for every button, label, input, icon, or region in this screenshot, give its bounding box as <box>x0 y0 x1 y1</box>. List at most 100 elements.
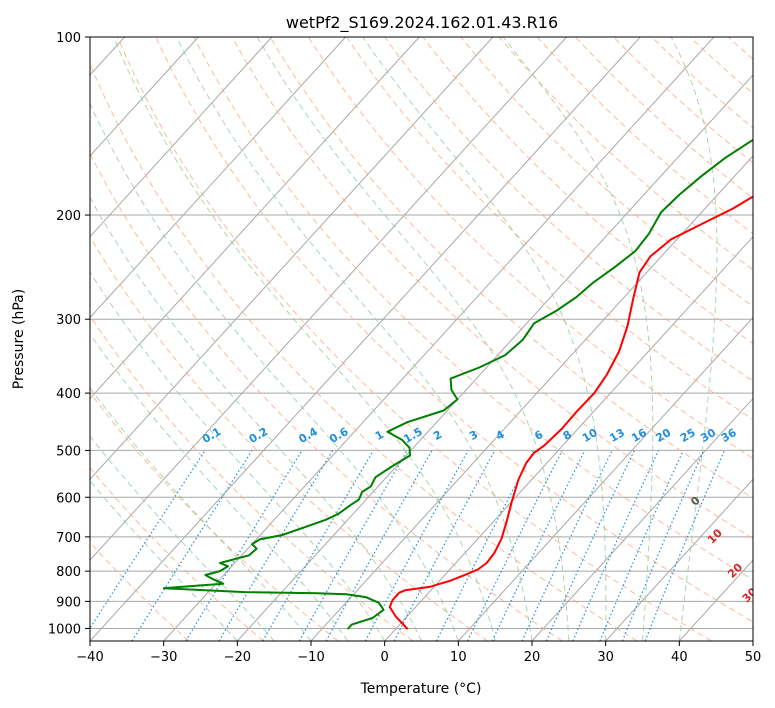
dry-adiabat-line <box>422 37 753 345</box>
dry-adiabat-line <box>90 62 638 641</box>
isotherm-line <box>752 640 753 641</box>
mixing-ratio-line <box>218 450 334 641</box>
moist-adiabat-line <box>362 37 607 641</box>
mixing-ratio-label: 2 <box>431 428 444 443</box>
y-tick-label: 100 <box>56 31 81 46</box>
dry-adiabat-line <box>90 315 414 641</box>
moist-adiabat-line <box>502 37 654 641</box>
dry-adiabat-line <box>307 37 753 460</box>
x-axis-label: Temperature (°C) <box>360 681 482 697</box>
dry-adiabat-line <box>155 37 753 623</box>
y-tick-label: 1000 <box>48 622 81 637</box>
mixing-ratio-line <box>131 450 253 641</box>
x-tick-label: −30 <box>150 650 177 665</box>
mixing-ratio-label: 0.6 <box>327 425 351 446</box>
y-tick-label: 500 <box>56 444 81 459</box>
y-tick-label: 700 <box>56 531 81 546</box>
mixing-ratio-line <box>325 450 433 641</box>
temperature-profile-line <box>388 195 753 630</box>
y-tick-label: 200 <box>56 209 81 224</box>
isotherm-line <box>90 37 641 641</box>
dry-adiabat-line <box>766 37 775 641</box>
x-tick-label: 0 <box>381 650 389 665</box>
mixing-ratio-label: 0.1 <box>200 425 223 446</box>
x-tick-label: 30 <box>597 650 614 665</box>
mixing-ratio-label: 30 <box>698 426 718 445</box>
x-tick-label: −10 <box>297 650 324 665</box>
x-tick-label: 10 <box>450 650 467 665</box>
axes: −40 −30 −20 −10 0 10 20 30 40 50 100 200 300 400 500 60… <box>48 31 761 665</box>
y-tick-label: 300 <box>56 313 81 328</box>
x-tick-label: −40 <box>76 650 103 665</box>
dry-adiabat-line <box>575 37 753 199</box>
moist-adiabat-line <box>90 271 386 641</box>
mixing-ratio-label: 13 <box>607 426 627 445</box>
isotherm-line <box>605 478 753 641</box>
mixing-ratio-line <box>393 450 496 641</box>
mixing-ratio-line <box>572 450 660 641</box>
isotherm-line <box>90 37 346 319</box>
moist-adiabat-label: 20 <box>725 560 745 580</box>
y-tick-label: 900 <box>56 595 81 610</box>
mixing-ratio-line <box>545 450 635 641</box>
x-tick-label: 50 <box>745 650 762 665</box>
y-tick-label: 400 <box>56 387 81 402</box>
mixing-ratio-line <box>521 450 613 641</box>
isotherm-line <box>531 397 753 641</box>
dry-adiabat-line <box>689 37 753 95</box>
isotherm-line <box>90 37 420 400</box>
dry-adiabat-line <box>384 37 753 382</box>
dry-adiabat-line <box>90 466 264 641</box>
y-axis-label: Pressure (hPa) <box>11 289 27 389</box>
isotherm-line <box>90 37 199 157</box>
mixing-ratio-label: 20 <box>653 426 673 445</box>
mixing-ratio-label: 3 <box>467 428 480 443</box>
mixing-ratio-label: 25 <box>678 426 698 445</box>
x-tick-label: −20 <box>224 650 251 665</box>
y-tick-label: 600 <box>56 491 81 506</box>
isotherm-line <box>90 37 273 238</box>
mixing-ratio-line <box>185 450 303 641</box>
moist-adiabat-line <box>670 37 718 641</box>
isotherm-line <box>163 37 715 641</box>
dry-adiabat-line <box>231 37 753 540</box>
mixing-ratio-label: 36 <box>719 426 739 445</box>
isotherm-line <box>90 37 567 561</box>
moist-adiabat-line <box>113 37 496 641</box>
mixing-ratio-label: 16 <box>629 426 649 445</box>
dry-adiabat-line <box>90 541 190 641</box>
plot-area: 0.1 0.2 0.4 0.6 1 1.5 2 3 4 6 8 10 13 16 20 25 30 3601020… <box>90 37 775 641</box>
mixing-ratio-line <box>621 450 705 641</box>
moist-adiabat-label: 30 <box>740 585 760 605</box>
x-tick-label: 40 <box>671 650 688 665</box>
moist-adiabat-line <box>90 480 238 641</box>
dry-adiabat-line <box>460 37 753 308</box>
dry-adiabat-line <box>90 391 339 641</box>
mixing-ratio-label: 0.2 <box>247 425 270 446</box>
dry-adiabat-line <box>90 152 563 641</box>
moist-adiabat-line <box>176 37 533 641</box>
moist-adiabat-line <box>256 37 570 641</box>
y-tick-label: 800 <box>56 565 81 580</box>
plot-frame <box>89 36 754 642</box>
x-tick-label: 20 <box>524 650 541 665</box>
isotherm-line <box>384 235 753 641</box>
moist-adiabat-line <box>90 387 312 641</box>
moist-adiabat-line <box>90 102 459 641</box>
mixing-ratio-line <box>298 450 408 641</box>
dry-adiabat-line <box>193 37 753 581</box>
mixing-ratio-line <box>599 450 684 641</box>
mixing-ratio-line <box>466 450 563 641</box>
chart-title: wetPf2_S169.2024.162.01.43.R16 <box>286 13 558 33</box>
dewpoint-profile-line <box>162 138 753 630</box>
moist-adiabat-line <box>90 435 275 641</box>
dry-adiabat-line <box>727 37 753 60</box>
moist-adiabat-line <box>90 196 422 641</box>
dry-adiabat-line <box>536 37 753 235</box>
isotherm-line <box>457 316 753 641</box>
moist-adiabat-line <box>90 333 349 641</box>
mixing-ratio-line <box>90 450 206 630</box>
isotherm-line <box>90 37 494 481</box>
mixing-ratio-label: 4 <box>494 428 507 443</box>
